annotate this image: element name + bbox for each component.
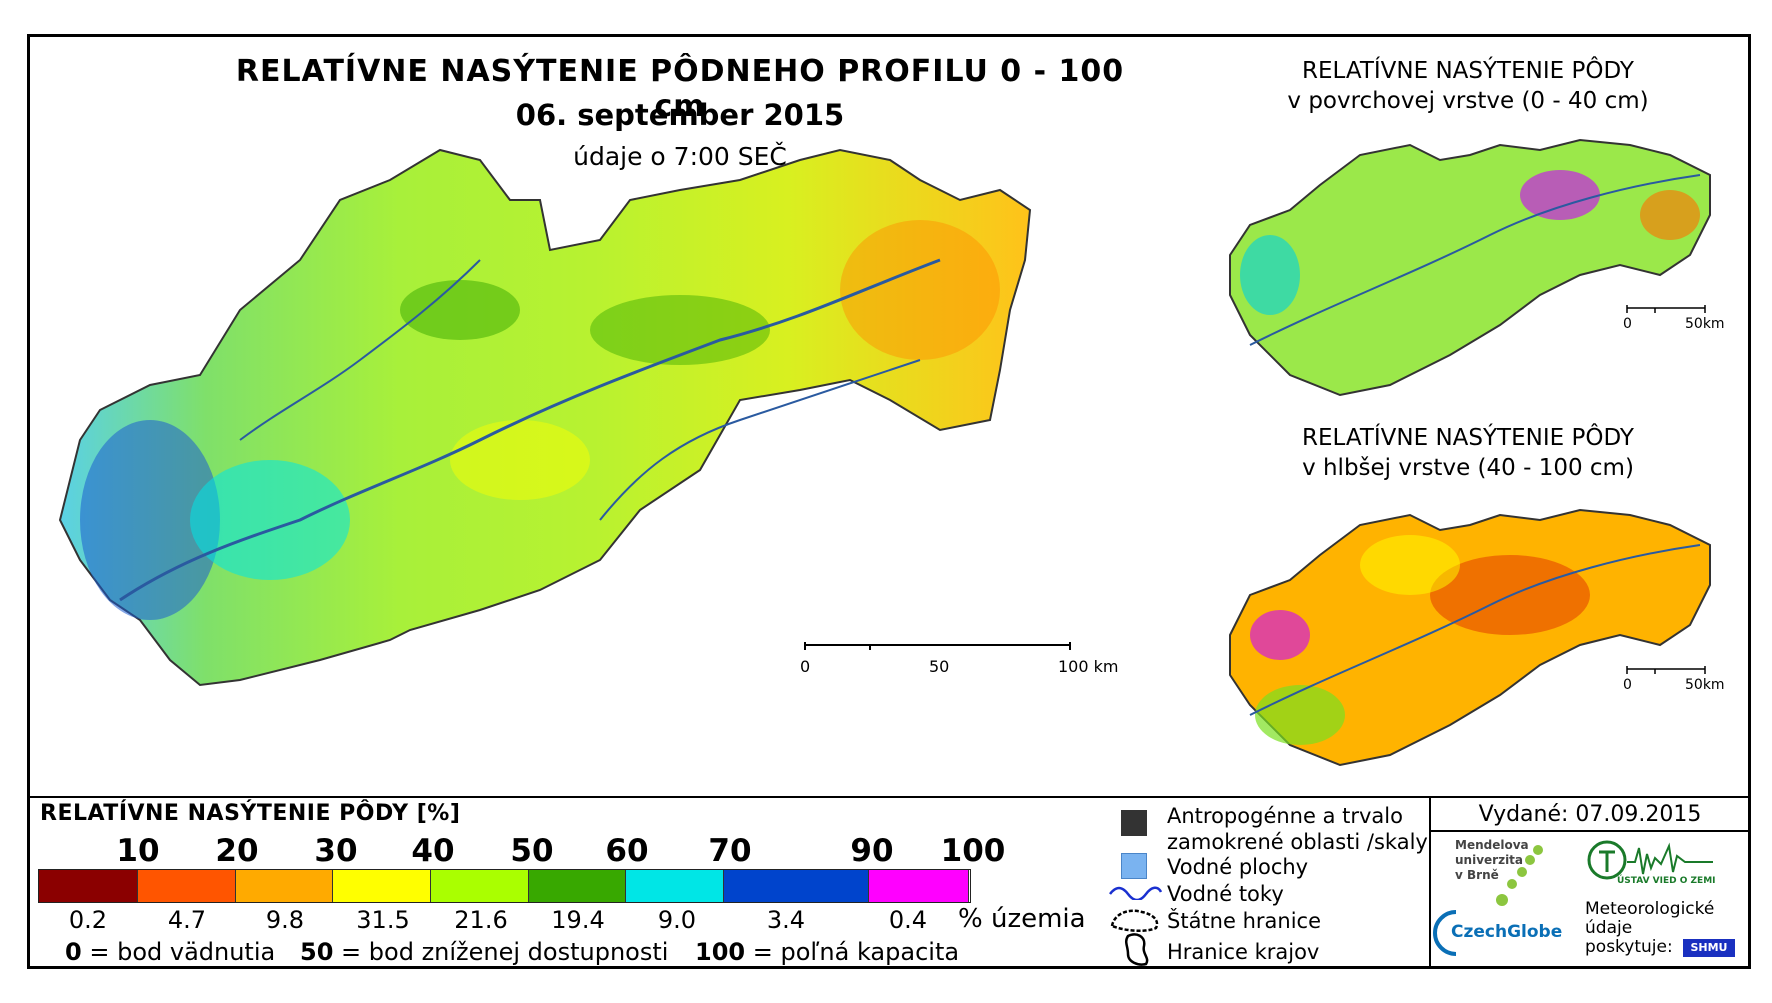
inset-top-title-1: RELATÍVNE NASÝTENIE PÔDY — [1302, 58, 1634, 84]
issued-date: Vydané: 07.09.2015 — [1429, 800, 1751, 832]
saturated-area — [190, 460, 350, 580]
legend-tick-20: 20 — [215, 833, 259, 869]
map-title: RELATÍVNE NASÝTENIE PÔDNEHO PROFILU 0 - … — [235, 54, 1125, 124]
legend-swatch-10-20 — [138, 870, 236, 902]
main-soil-map — [58, 148, 1032, 687]
uvz-logo-text: ÚSTAV VIED O ZEMI — [1617, 876, 1716, 886]
anthropogenic-swatch — [1121, 810, 1147, 836]
inset-bottom-scale-50: 50km — [1685, 677, 1725, 693]
legend-swatch-20-30 — [236, 870, 333, 902]
inset-top-scale — [1626, 305, 1706, 313]
legend-pct-1: 4.7 — [167, 906, 207, 934]
map-date: 06. september 2015 — [515, 98, 845, 132]
forest-zone-1 — [400, 280, 520, 340]
inset-bottom-title-1: RELATÍVNE NASÝTENIE PÔDY — [1302, 425, 1634, 451]
note-reduced-availability: 50 = bod zníženej dostupnosti — [300, 938, 669, 966]
top-cyan-zone — [1240, 235, 1300, 315]
slovakia-outline-top — [1229, 138, 1711, 397]
legend-anthropogenic: Antropogénne a trvalo zamokrené oblasti … — [1167, 804, 1428, 854]
inset-top-scale-0: 0 — [1623, 316, 1632, 332]
uvz-logo — [1587, 840, 1713, 880]
legend-region-border: Hranice krajov — [1167, 940, 1320, 964]
legend-pct-unit: % územia — [958, 904, 1086, 934]
inset-bottom-scale-0: 0 — [1623, 677, 1632, 693]
inset-top-map — [1229, 138, 1711, 397]
note-wilting: 0 = bod vädnutia — [65, 938, 276, 966]
time-note: údaje o 7:00 SEČ — [573, 142, 787, 171]
legend-tick-70: 70 — [708, 833, 752, 869]
top-orange-zone — [1640, 190, 1700, 240]
region-border-symbol — [1124, 933, 1149, 966]
shmu-logo: SHMU — [1683, 939, 1735, 957]
czechglobe-arc — [1433, 910, 1457, 956]
legend-swatch-30-40 — [333, 870, 431, 902]
legend-tick-60: 60 — [605, 833, 649, 869]
state-border-symbol — [1110, 909, 1159, 932]
legend-pct-5: 19.4 — [551, 906, 605, 934]
legend-pct-4: 21.6 — [454, 906, 508, 934]
mendel-logo-text: Mendelova univerzita v Brně — [1455, 838, 1529, 882]
main-scale-50: 50 — [929, 657, 950, 676]
legend-tick-30: 30 — [314, 833, 358, 869]
met-provider-text: Meteorologické údaje poskytuje: — [1585, 899, 1715, 957]
bottom-yellow-zone — [1360, 535, 1460, 595]
top-magenta-zone — [1520, 170, 1600, 220]
river-3 — [599, 359, 921, 521]
inset-bottom-scale — [1626, 666, 1706, 674]
forest-zone-2 — [590, 295, 770, 365]
legend-pct-2: 9.8 — [265, 906, 305, 934]
legend-pct-6: 9.0 — [657, 906, 697, 934]
legend-tick-100: 100 — [940, 833, 1006, 869]
legend-swatch-70-90 — [724, 870, 869, 902]
main-scale-bar — [804, 642, 1071, 650]
inset-top-title-2: v povrchovej vrstve (0 - 40 cm) — [1287, 88, 1649, 114]
mendel-logo-dots — [1496, 845, 1543, 906]
main-scale-100: 100 km — [1058, 657, 1119, 676]
legend-band — [27, 796, 1751, 969]
legend-pct-8: 0.4 — [888, 906, 928, 934]
legend-title: RELATÍVNE NASÝTENIE PÔDY [%] — [40, 801, 461, 826]
river-main — [119, 258, 941, 602]
legend-color-bar — [38, 869, 971, 903]
inset-bottom-map — [1229, 508, 1711, 767]
dry-area-center — [450, 420, 590, 500]
inset-bottom-title-2: v hlbšej vrstve (40 - 100 cm) — [1302, 455, 1634, 481]
legend-pct-7: 3.4 — [766, 906, 806, 934]
dry-area-east — [840, 220, 1000, 360]
legend-swatch-40-50 — [431, 870, 529, 902]
slovakia-outline-bottom — [1229, 508, 1711, 767]
legend-tick-50: 50 — [510, 833, 554, 869]
water-area-swatch — [1121, 853, 1147, 879]
note-field-capacity: 100 = poľná kapacita — [695, 938, 960, 966]
legend-swatch-0-10 — [39, 870, 138, 902]
legend-water-areas: Vodné plochy — [1167, 855, 1309, 879]
legend-tick-90: 90 — [850, 833, 894, 869]
legend-pct-0: 0.2 — [68, 906, 108, 934]
river-symbol — [1109, 886, 1162, 900]
legend-swatch-90-100 — [869, 870, 969, 902]
bottom-green-zone — [1255, 685, 1345, 745]
inset-top-scale-50: 50km — [1685, 316, 1725, 332]
legend-swatch-50-60 — [529, 870, 626, 902]
legend-swatch-60-70 — [626, 870, 724, 902]
legend-pct-3: 31.5 — [356, 906, 410, 934]
legend-tick-40: 40 — [411, 833, 455, 869]
legend-rivers: Vodné toky — [1167, 882, 1284, 906]
legend-tick-10: 10 — [116, 833, 160, 869]
issued-box — [1429, 796, 1751, 969]
legend-state-border: Štátne hranice — [1167, 909, 1321, 933]
czechglobe-logo: CzechGlobe — [1451, 922, 1563, 942]
main-scale-0: 0 — [800, 657, 811, 676]
river-2 — [239, 259, 481, 441]
wet-area-west — [80, 420, 220, 620]
bottom-magenta-zone — [1250, 610, 1310, 660]
